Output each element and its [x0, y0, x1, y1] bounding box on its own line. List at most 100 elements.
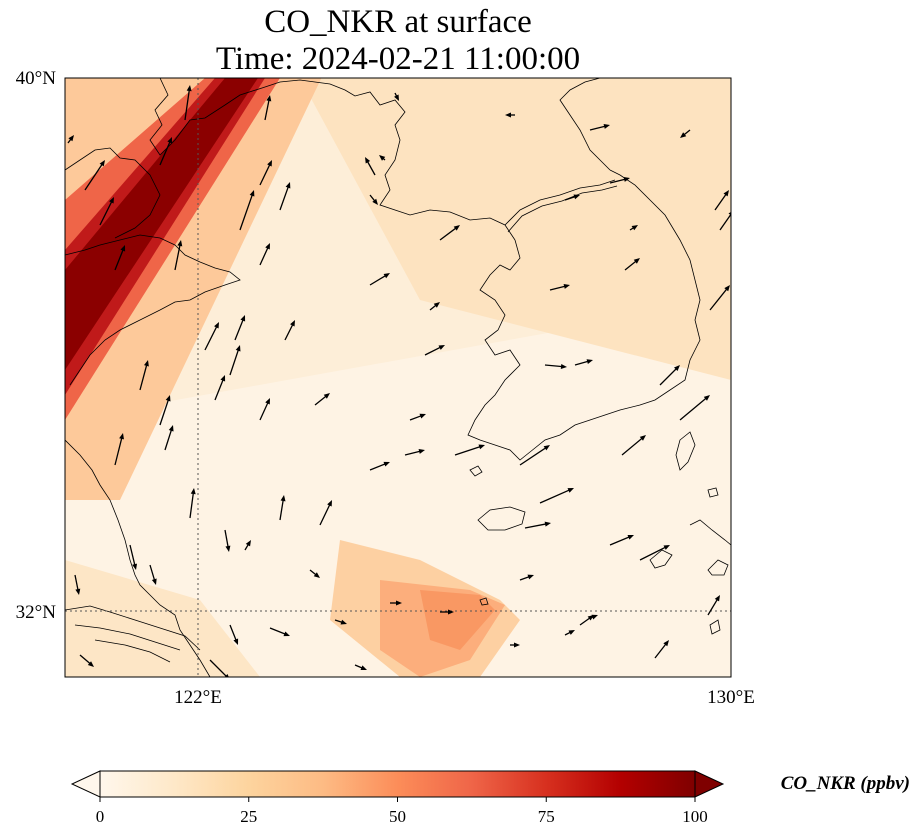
wind-arrow-head [109, 197, 114, 204]
wind-arrow-shaft [129, 544, 136, 568]
wind-arrow-head [627, 535, 634, 540]
wind-arrow-shaft [224, 529, 230, 550]
wind-arrow-head [167, 137, 172, 144]
wind-arrow-shaft [659, 366, 679, 386]
wind-arrow-head [360, 665, 367, 670]
wind-arrow-head [240, 315, 246, 322]
wind-arrow-head [340, 619, 347, 625]
wind-arrow-head [419, 413, 426, 419]
wind-arrow-head [323, 393, 330, 399]
wind-arrow-shaft [99, 199, 114, 226]
wind-arrow-shaft [454, 445, 483, 456]
lat-tick-40: 40°N [16, 68, 57, 89]
wind-arrow-head [603, 124, 610, 129]
lat-tick-32: 32°N [16, 602, 57, 623]
wind-arrow-head [224, 673, 229, 677]
wind-arrow-head [249, 190, 255, 197]
wind-arrow-head [168, 425, 174, 432]
wind-arrow-head [544, 521, 551, 527]
wind-arrow-head [225, 545, 231, 552]
wind-arrow-shaft [209, 659, 228, 677]
wind-arrow-head [266, 95, 272, 102]
wind-arrow-head [573, 194, 580, 200]
lon-tick-122: 122°E [174, 687, 222, 708]
wind-arrow-head [663, 545, 670, 550]
wind-arrow-head [119, 433, 124, 440]
wind-arrow-shaft [284, 322, 295, 341]
wind-arrow-head [418, 449, 425, 454]
wind-arrow-head [568, 630, 575, 635]
wind-arrow-head [394, 94, 399, 101]
wind-arrow-head [724, 285, 730, 292]
wind-arrow-shaft [714, 192, 728, 211]
wind-arrow-shaft [369, 273, 388, 286]
wind-arrow-shaft [214, 377, 225, 401]
wind-arrow-shaft [229, 624, 238, 643]
wind-arrow-shaft [654, 641, 668, 659]
wind-arrow-head [190, 488, 196, 495]
wind-arrow-head [144, 360, 149, 367]
title-line1: CO_NKR at surface [264, 4, 532, 40]
wind-arrow-shaft [369, 462, 388, 471]
wind-arrow-shaft [279, 497, 285, 521]
wind-arrow-head [283, 631, 290, 637]
wind-arrow-head [313, 572, 320, 578]
wind-vectors [67, 85, 731, 677]
lon-tick-130: 130°E [707, 687, 755, 708]
wind-arrow-head [372, 198, 378, 205]
wind-arrow-shaft [319, 502, 332, 526]
wind-arrow-head [680, 132, 687, 138]
wind-arrow-head [591, 614, 598, 620]
wind-arrow-shaft [621, 436, 645, 456]
wind-arrow-head [567, 488, 574, 493]
title-line2: Time: 2024-02-21 11:00:00 [215, 41, 581, 77]
wind-arrow-shaft [159, 139, 172, 166]
wind-arrow-head [728, 211, 731, 216]
wind-arrow-shaft [279, 184, 290, 211]
wind-arrow-shaft [424, 345, 443, 356]
wind-arrow-shaft [174, 242, 182, 271]
wind-arrow-shaft [639, 545, 668, 561]
wind-arrow-shaft [114, 247, 125, 271]
wind-arrow-head [505, 112, 511, 118]
wind-arrow-shaft [229, 347, 240, 376]
wind-arrow-head [723, 190, 729, 197]
wind-arrow-shaft [439, 226, 458, 241]
wind-arrow-shaft [544, 364, 565, 368]
wind-arrow-head [267, 160, 272, 167]
wind-arrow-head [280, 495, 286, 502]
wind-arrow-head [714, 595, 720, 602]
wind-arrow-shaft [184, 87, 191, 121]
wind-arrow-head [438, 345, 445, 350]
wind-arrow-head [633, 258, 640, 264]
wind-arrow-head [290, 320, 295, 327]
wind-arrow-head [186, 85, 192, 92]
wind-arrow-shaft [189, 490, 195, 519]
wind-arrow-head [623, 177, 630, 182]
wind-arrow-shaft [269, 627, 288, 636]
colorbar-tick-label: 25 [240, 807, 257, 826]
wind-arrow-head [448, 609, 454, 615]
wind-arrow-head [235, 345, 241, 352]
wind-arrow-head [631, 225, 638, 231]
wind-arrow-head [75, 588, 81, 595]
wind-arrow-head [379, 155, 386, 161]
wind-arrow-shaft [139, 362, 148, 391]
colorbar-tick-label: 50 [389, 807, 406, 826]
concentration-field [65, 78, 731, 677]
colorbar: 0 25 50 75 100 CO_NKR (ppbv) [70, 770, 910, 826]
wind-arrow-head [265, 398, 270, 405]
wind-arrow-head [433, 302, 440, 308]
wind-arrow-head [233, 638, 239, 645]
wind-arrow-head [383, 461, 390, 467]
wind-arrow-shaft [609, 535, 632, 546]
colorbar-tick-label: 75 [538, 807, 555, 826]
wind-arrow-head [214, 322, 219, 329]
wind-arrow-shaft [519, 446, 548, 466]
wind-arrow-head [673, 365, 680, 372]
wind-arrow-shaft [234, 317, 245, 341]
colorbar-extend-min [70, 770, 101, 798]
wind-arrow-head [383, 273, 390, 279]
wind-arrow-shaft [264, 97, 271, 121]
